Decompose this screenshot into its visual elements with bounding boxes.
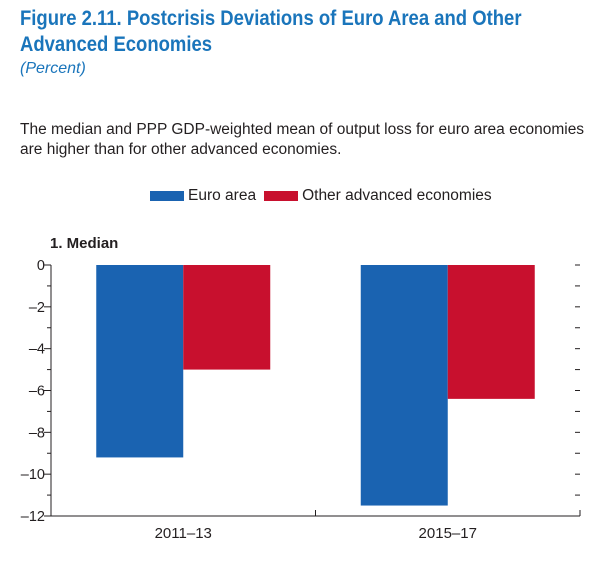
bar-euro-1 — [96, 265, 184, 458]
chart-legend: Euro area Other advanced economies — [150, 187, 500, 205]
legend-label-euro: Euro area — [188, 187, 257, 204]
y-tick-label: –8 — [29, 425, 45, 441]
legend-label-other: Other advanced economies — [302, 187, 492, 204]
y-tick-label: –2 — [29, 300, 45, 316]
bar-euro-2 — [360, 265, 448, 506]
bar-other-2 — [447, 265, 535, 399]
y-tick-label: –12 — [21, 509, 45, 525]
panel-title: 1. Median — [50, 235, 118, 252]
legend-item-euro: Euro area — [150, 187, 256, 205]
figure-subtitle: (Percent) — [20, 60, 86, 77]
legend-swatch-euro — [150, 191, 184, 201]
legend-item-other: Other advanced economies — [264, 187, 492, 205]
x-tick-label: 2015–17 — [419, 525, 477, 542]
x-tick-label: 2011–13 — [155, 525, 212, 542]
figure-title: Figure 2.11. Postcrisis Deviations of Eu… — [20, 7, 522, 56]
y-tick-label: 0 — [37, 258, 45, 274]
y-tick-label: –4 — [29, 342, 45, 358]
bar-other-1 — [183, 265, 271, 370]
y-tick-label: –10 — [21, 467, 45, 483]
y-tick-label: –6 — [29, 384, 45, 400]
legend-swatch-other — [264, 191, 299, 201]
figure-description: The median and PPP GDP-weighted mean of … — [20, 121, 585, 158]
